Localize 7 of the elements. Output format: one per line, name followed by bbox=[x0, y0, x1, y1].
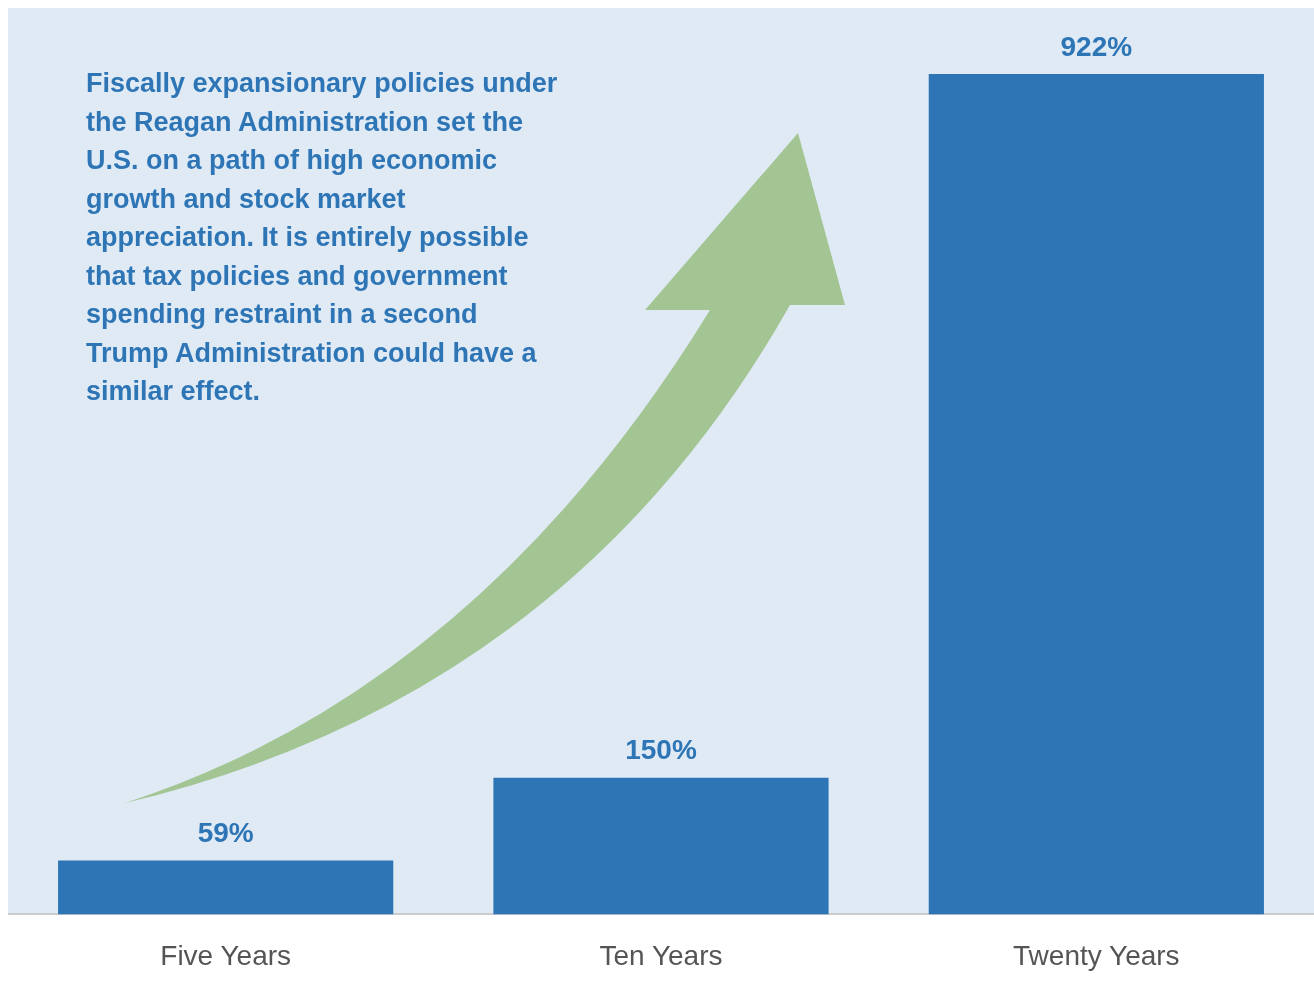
x-tick-label: Five Years bbox=[160, 939, 292, 971]
data-label: 922% bbox=[1060, 30, 1133, 62]
x-tick-label: Twenty Years bbox=[1013, 939, 1180, 971]
data-label: 150% bbox=[625, 734, 697, 766]
x-tick-label: Ten Years bbox=[599, 939, 723, 971]
text: Fiscally expansionary policies under the Reagan Administration set the U.S. on a path of high economic growth and stock market appreciation. It is entirely possible that tax policies and government spending restraint in a second Trump Administration could have a similar effect. bbox=[86, 68, 558, 406]
data-label: 59% bbox=[197, 817, 254, 849]
